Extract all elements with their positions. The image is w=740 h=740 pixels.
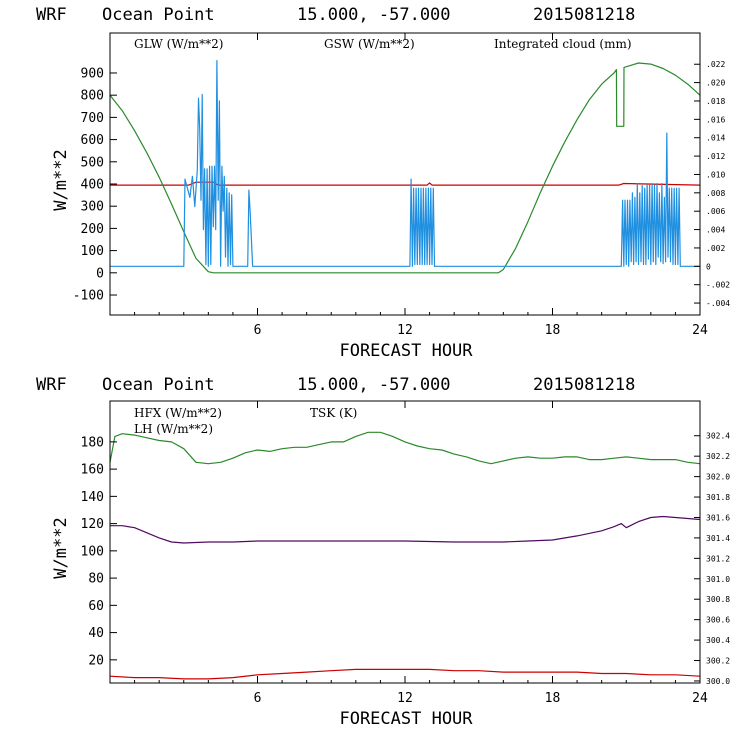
bottom-axes: 6 12 18 24 20 40 60 80 100 120 140 160 180 302.4 302.2… bbox=[81, 401, 730, 706]
top-y2-tick-label: .012 bbox=[706, 152, 725, 161]
top-legend-glw: GLW (W/m**2) bbox=[134, 37, 223, 51]
bottom-y-tick-label: 160 bbox=[81, 463, 104, 478]
bottom-legend-tsk: TSK (K) bbox=[310, 406, 357, 420]
bottom-ylabel: W/m**2 bbox=[51, 517, 71, 578]
bottom-y-tick-label: 100 bbox=[81, 544, 104, 559]
top-y2-tick-label: .006 bbox=[706, 207, 725, 216]
bottom-chart: WRF Ocean Point 15.000, -57.000 20150812… bbox=[36, 375, 730, 729]
top-axes: 6 12 18 24 -100 0 100 200 300 400 500 600 700 800 900.… bbox=[73, 33, 730, 338]
bottom-xlabel: FORECAST HOUR bbox=[339, 709, 473, 729]
bottom-legend-lh: LH (W/m**2) bbox=[134, 422, 213, 436]
bottom-y2-tick-label: 301.8 bbox=[706, 493, 730, 502]
bottom-y-tick-label: 20 bbox=[88, 653, 104, 668]
bottom-legend: HFX (W/m**2) LH (W/m**2) TSK (K) bbox=[134, 406, 357, 436]
bottom-title-date: 2015081218 bbox=[533, 375, 635, 395]
bottom-y-tick-label: 140 bbox=[81, 490, 104, 505]
bottom-y-tick-label: 80 bbox=[88, 572, 104, 587]
top-title-location: Ocean Point bbox=[102, 5, 215, 25]
bottom-x-tick-label: 24 bbox=[692, 691, 708, 706]
bottom-plot-area bbox=[109, 431, 701, 680]
top-title-coords: 15.000, -57.000 bbox=[297, 5, 451, 25]
top-x-tick-label: 18 bbox=[545, 323, 561, 338]
bottom-title-location: Ocean Point bbox=[102, 375, 215, 395]
bottom-y2-tick-label: 302.0 bbox=[706, 473, 730, 482]
top-ylabel: W/m**2 bbox=[51, 149, 71, 210]
top-y2-tick-label: -.002 bbox=[706, 281, 730, 290]
top-series-glw-line bbox=[110, 181, 701, 186]
top-y2-tick-label: 0 bbox=[706, 262, 711, 271]
top-y2-tick-label: .022 bbox=[706, 60, 725, 69]
bottom-series-hfx-line bbox=[109, 668, 701, 680]
bottom-y2-tick-label: 300.2 bbox=[706, 657, 730, 666]
top-plot-area bbox=[109, 59, 701, 274]
bottom-y-tick-label: 180 bbox=[81, 435, 104, 450]
top-title-model: WRF bbox=[36, 5, 67, 25]
top-x-tick-label: 6 bbox=[254, 323, 262, 338]
bottom-y2-tick-label: 301.0 bbox=[706, 575, 730, 584]
bottom-legend-hfx: HFX (W/m**2) bbox=[134, 406, 222, 420]
bottom-y-tick-label: 120 bbox=[81, 517, 104, 532]
top-title: WRF Ocean Point 15.000, -57.000 20150812… bbox=[36, 5, 635, 25]
bottom-y-tick-label: 40 bbox=[88, 626, 104, 641]
top-y-tick-label: 500 bbox=[81, 155, 104, 170]
bottom-y2-tick-label: 300.6 bbox=[706, 616, 730, 625]
top-legend-gsw: GSW (W/m**2) bbox=[324, 37, 415, 51]
top-y2-tick-label: .010 bbox=[706, 170, 725, 179]
bottom-y2-tick-label: 301.2 bbox=[706, 554, 730, 563]
bottom-x-tick-label: 6 bbox=[254, 691, 262, 706]
top-y2-tick-label: -.004 bbox=[706, 299, 730, 308]
top-y2-tick-label: .014 bbox=[706, 134, 725, 143]
top-y-tick-label: 800 bbox=[81, 89, 104, 104]
bottom-y2-tick-label: 301.4 bbox=[706, 534, 730, 543]
top-y-tick-label: 200 bbox=[81, 222, 104, 237]
top-y2-tick-label: .008 bbox=[706, 189, 725, 198]
bottom-y2-tick-label: 302.2 bbox=[706, 452, 730, 461]
top-y2-tick-label: .016 bbox=[706, 115, 725, 124]
top-legend-cloud: Integrated cloud (mm) bbox=[494, 37, 632, 51]
bottom-title-coords: 15.000, -57.000 bbox=[297, 375, 451, 395]
top-chart: WRF Ocean Point 15.000, -57.000 20150812… bbox=[36, 5, 730, 361]
top-series-gsw-line bbox=[109, 62, 701, 274]
top-y-tick-label: 300 bbox=[81, 200, 104, 215]
top-series-cloud-line bbox=[110, 59, 700, 267]
top-xlabel: FORECAST HOUR bbox=[339, 341, 473, 361]
top-y2-tick-label: .004 bbox=[706, 226, 725, 235]
bottom-series-lh-line bbox=[109, 431, 701, 465]
bottom-y2-tick-label: 300.4 bbox=[706, 636, 730, 645]
bottom-x-tick-label: 12 bbox=[397, 691, 413, 706]
bottom-y2-tick-label: 301.6 bbox=[706, 513, 730, 522]
bottom-y2-tick-label: 300.8 bbox=[706, 595, 730, 604]
bottom-title: WRF Ocean Point 15.000, -57.000 20150812… bbox=[36, 375, 635, 395]
bottom-x-tick-label: 18 bbox=[545, 691, 561, 706]
top-x-tick-label: 24 bbox=[692, 323, 708, 338]
top-y-tick-label: -100 bbox=[73, 289, 104, 304]
bottom-title-model: WRF bbox=[36, 375, 67, 395]
bottom-y2-tick-label: 300.0 bbox=[706, 677, 730, 686]
top-legend: GLW (W/m**2) GSW (W/m**2) Integrated clo… bbox=[134, 37, 632, 51]
top-x-tick-label: 12 bbox=[397, 323, 413, 338]
top-title-date: 2015081218 bbox=[533, 5, 635, 25]
top-y-tick-label: 100 bbox=[81, 244, 104, 259]
bottom-y2-tick-label: 302.4 bbox=[706, 432, 730, 441]
top-y-tick-label: 900 bbox=[81, 66, 104, 81]
top-y-tick-label: 0 bbox=[96, 266, 104, 281]
top-y-tick-label: 600 bbox=[81, 133, 104, 148]
top-y-tick-label: 400 bbox=[81, 177, 104, 192]
top-y2-tick-label: .018 bbox=[706, 97, 725, 106]
top-y2-tick-label: .020 bbox=[706, 79, 725, 88]
top-y-tick-label: 700 bbox=[81, 111, 104, 126]
bottom-y-tick-label: 60 bbox=[88, 599, 104, 614]
top-y2-tick-label: .002 bbox=[706, 244, 725, 253]
bottom-series-tsk-line bbox=[110, 515, 701, 544]
